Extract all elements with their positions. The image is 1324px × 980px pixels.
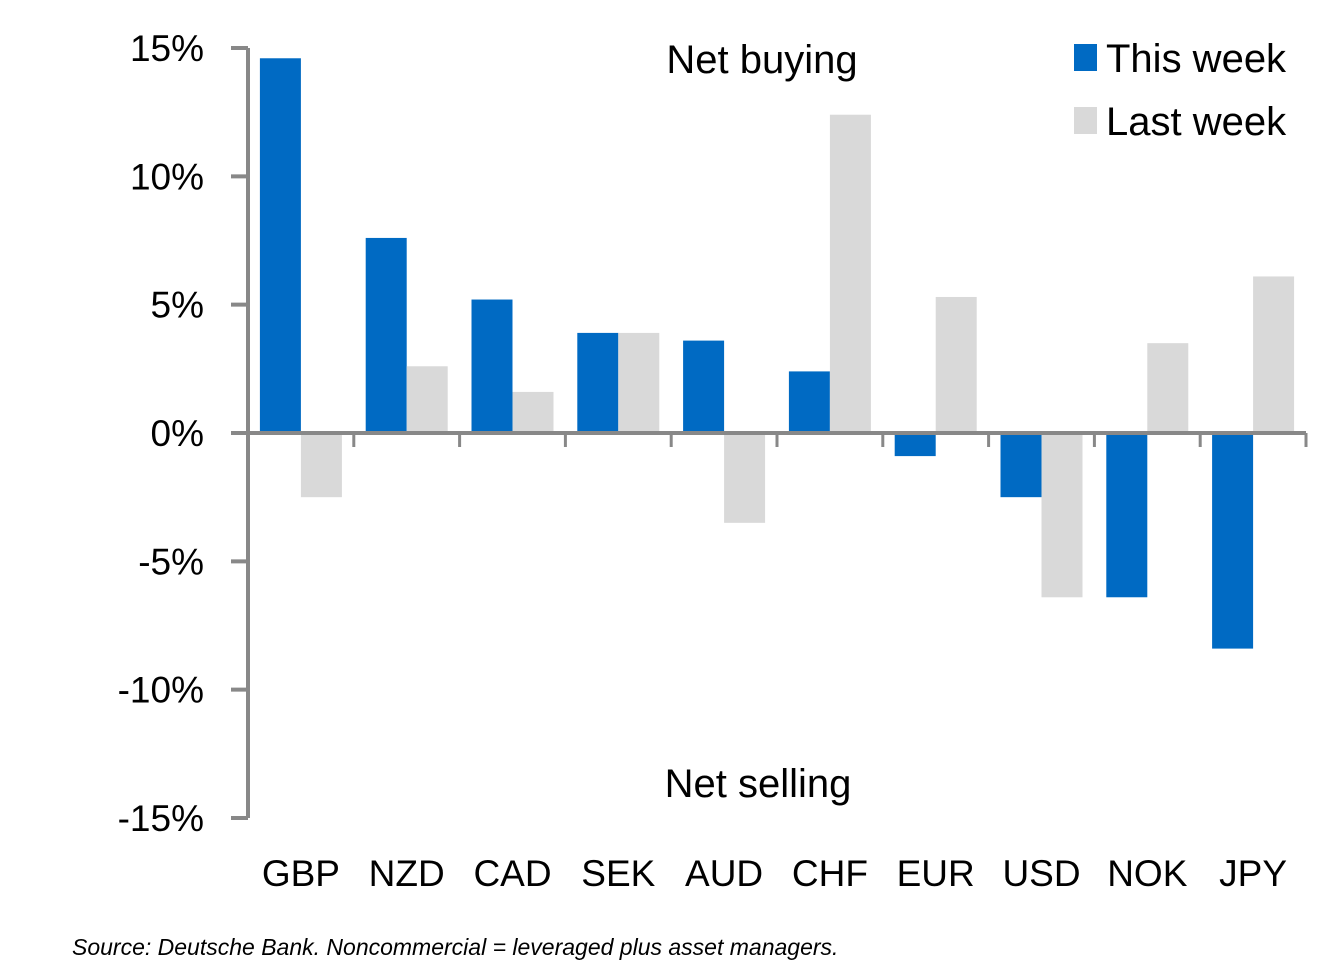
bar-gbp-last-week: [300, 433, 342, 498]
bar-sek-last-week: [618, 332, 660, 433]
bar-aud-this-week: [683, 340, 725, 433]
y-tick-label: 0%: [151, 413, 204, 454]
x-tick-label: SEK: [581, 853, 655, 894]
bar-cad-last-week: [512, 391, 554, 433]
y-tick-label: -15%: [118, 798, 204, 839]
legend-swatch-this-week: [1074, 44, 1097, 71]
y-tick-label: -5%: [138, 541, 204, 582]
bar-usd-last-week: [1041, 433, 1083, 598]
bar-gbp-this-week: [259, 58, 301, 434]
legend-swatch-last-week: [1074, 107, 1097, 134]
y-tick-label: 10%: [130, 156, 204, 197]
bar-eur-last-week: [935, 296, 977, 433]
bar-nok-last-week: [1147, 343, 1189, 433]
legend-label-last-week: Last week: [1106, 100, 1287, 144]
bar-nok-this-week: [1106, 433, 1148, 598]
bar-jpy-last-week: [1253, 276, 1295, 433]
x-tick-label: GBP: [262, 853, 340, 894]
bar-jpy-this-week: [1212, 433, 1254, 649]
bar-cad-this-week: [471, 299, 513, 433]
y-tick-label: 15%: [130, 28, 204, 69]
legend: This week Last week: [1074, 37, 1287, 144]
bar-chf-last-week: [829, 114, 871, 433]
y-tick-label: 5%: [151, 285, 204, 326]
y-ticks-group: 15% 10% 5% 0% -5% -10% -15%: [118, 28, 248, 839]
x-tick-label: NZD: [369, 853, 445, 894]
x-tick-label: NOK: [1107, 853, 1188, 894]
annotation-net-selling: Net selling: [665, 762, 852, 806]
bar-chart: 15% 10% 5% 0% -5% -10% -15% GBP NZD CAD SEK AUD CHF…: [118, 28, 1308, 894]
source-note: Source: Deutsche Bank. Noncommercial = l…: [72, 934, 839, 960]
x-tick-label: JPY: [1219, 853, 1287, 894]
bar-nzd-this-week: [365, 237, 407, 433]
x-tick-label: CHF: [792, 853, 868, 894]
bar-sek-this-week: [577, 332, 619, 433]
x-tick-label: USD: [1002, 853, 1080, 894]
bar-chf-this-week: [788, 371, 830, 433]
x-tick-label: AUD: [685, 853, 763, 894]
axes-group: [246, 48, 1308, 818]
x-tick-label: EUR: [897, 853, 975, 894]
bar-eur-this-week: [894, 433, 936, 457]
annotation-net-buying: Net buying: [666, 38, 857, 82]
bar-nzd-last-week: [406, 366, 448, 433]
x-tick-label: CAD: [473, 853, 551, 894]
y-tick-label: -10%: [118, 670, 204, 711]
bar-aud-last-week: [724, 433, 766, 523]
bar-usd-this-week: [1000, 433, 1042, 498]
bars-group: [259, 58, 1295, 649]
x-labels-group: GBP NZD CAD SEK AUD CHF EUR USD NOK JPY: [262, 853, 1287, 894]
legend-label-this-week: This week: [1106, 37, 1287, 81]
